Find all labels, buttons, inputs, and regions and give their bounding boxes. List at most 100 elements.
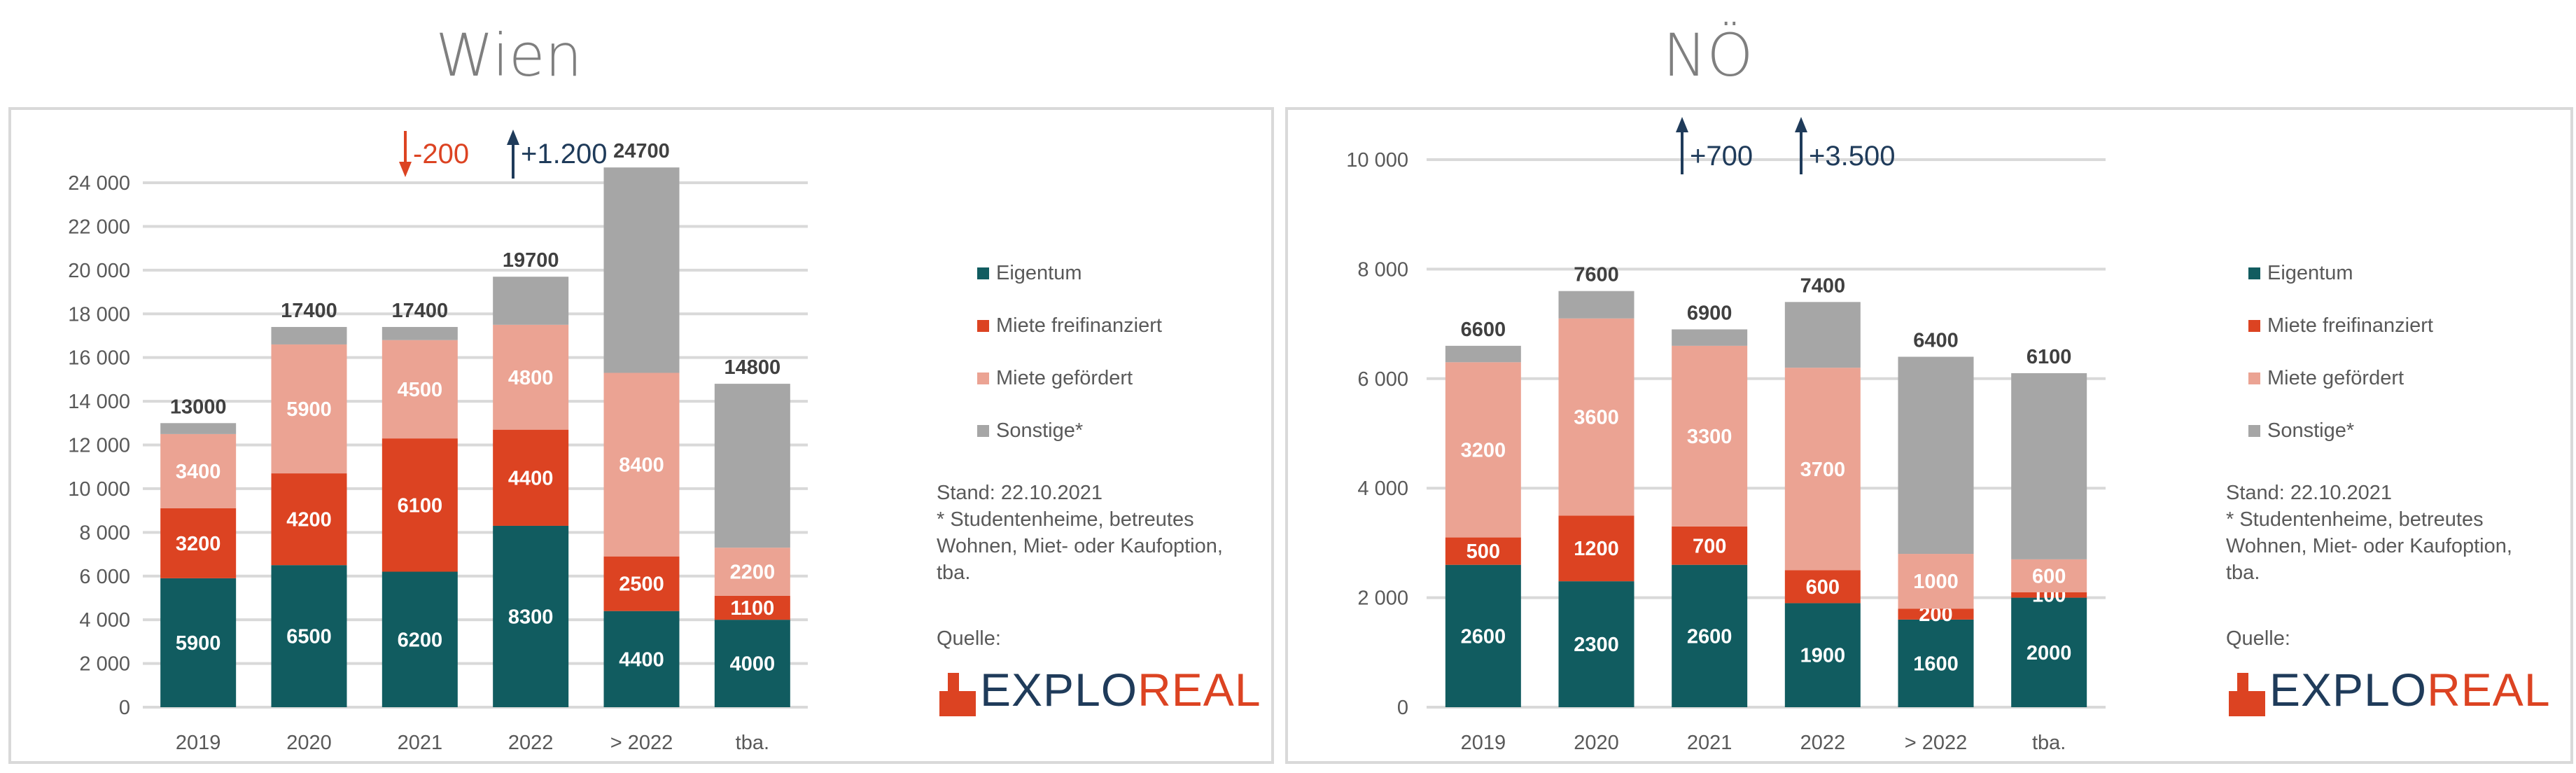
logo-text-1: EXPLO [980,664,1138,716]
data-label: 1900 [1800,645,1846,667]
bar-segment [1898,608,1974,620]
annotation-up: +700 [1674,117,1753,174]
bar-segment [493,429,569,526]
bar-segment [1784,570,1861,604]
data-label: 5900 [176,632,221,655]
bar-segment [1558,581,1634,707]
legend-label: Sonstige* [996,419,1084,442]
y-tick-label: 14 000 [68,391,130,413]
data-label: 600 [2032,565,2066,587]
data-label: 3400 [176,461,221,483]
total-label: 6100 [2026,346,2072,368]
bar-segment [1784,368,1861,571]
footnote: * Studentenheime, betreutes Wohnen, Miet… [2226,508,2512,584]
bar-segment [714,384,790,548]
y-tick-label: 2 000 [79,653,130,676]
bar-segment [382,326,458,340]
bar-segment [603,372,680,557]
bar-segment [1672,526,1748,565]
data-label: 3300 [1687,426,1732,448]
total-label: 7600 [1574,264,1619,286]
bar-segment [271,326,347,344]
data-label: 4000 [730,653,776,676]
chart-title-noe: NÖ [1662,21,1754,90]
bar-segment [2011,597,2087,707]
data-label: 3200 [1461,439,1506,461]
bar-segment [2011,592,2087,598]
data-label: 2000 [2026,642,2072,664]
total-label: 17400 [281,300,337,322]
bar-segment [382,438,458,572]
data-label: 1100 [730,597,774,620]
bar-segment [2011,559,2087,592]
annotation-text: +1.200 [521,138,608,169]
logo-text-1: EXPLO [2269,664,2428,716]
legend-label: Sonstige* [2267,419,2355,442]
bar-segment [1672,345,1748,527]
x-tick-label: 2019 [176,732,221,754]
bar-segment [271,473,347,566]
bar-segment [160,423,237,434]
bar-segment [2011,372,2087,559]
building-icon [2229,673,2265,716]
data-label: 4800 [508,367,554,389]
data-label: 2600 [1461,625,1506,648]
total-label: 6400 [1913,330,1959,352]
bar-segment [493,277,569,325]
bar-segment [714,620,790,707]
data-label: 6500 [286,626,332,648]
data-label: 2200 [730,562,776,584]
bar-segment [382,340,458,439]
bar-segment [1898,554,1974,609]
swatch [977,425,989,437]
total-label: 6600 [1461,319,1506,341]
legend-item: Miete gefördert [977,352,1162,405]
bar-segment [1445,537,1521,565]
y-tick-label: 12 000 [68,435,130,457]
y-tick-label: 22 000 [68,216,130,238]
data-label: 1600 [1913,653,1959,675]
bar-segment [1898,356,1974,555]
y-tick-label: 24 000 [68,172,130,195]
data-label: 6100 [398,494,443,517]
data-label: 4200 [286,509,332,531]
legend-item: Miete freifinanziert [2248,300,2433,352]
data-label: 2500 [619,573,664,596]
bar-segment [603,556,680,611]
total-label: 6900 [1687,302,1732,324]
y-tick-label: 6 000 [1357,368,1408,391]
y-tick-label: 18 000 [68,303,130,326]
data-label: 6200 [398,629,443,651]
swatch [2248,267,2260,279]
bar-segment [1445,345,1521,363]
legend-label: Miete gefördert [2267,367,2404,389]
swatch [977,372,989,384]
legend-label: Eigentum [2267,262,2353,284]
building-icon [939,673,976,716]
y-tick-label: 8 000 [79,522,130,544]
annotation-text: +3.500 [1809,140,1896,172]
bar-segment [160,508,237,578]
bar-segment [1445,564,1521,707]
chart-noe: 0 2 000 4 000 6 000 8 000 10 000 2600 500 3200 66… [1346,149,2106,754]
arrow-down-icon [399,131,412,177]
chart-wien: 0 2 000 4 000 6 000 8 000 10 000 12 000 14 000 1… [68,140,808,754]
legend-item: Miete gefördert [2248,352,2433,405]
annotation-text: -200 [413,138,470,169]
y-tick-label: 10 000 [68,478,130,501]
total-label: 7400 [1800,274,1846,297]
legend: Eigentum Miete freifinanziert Miete gefö… [977,247,1162,457]
logo-text-2: REAL [1138,664,1261,716]
annotation-down: -200 [398,131,469,177]
data-label: 3600 [1574,407,1619,429]
annotation-text: +700 [1690,140,1754,172]
x-tick-label: tba. [2032,732,2066,754]
explo-real-logo: EXPLO REAL [939,663,1261,716]
chart-title-wien: Wien [435,21,582,90]
bar-segment [603,611,680,707]
bar-segment [1558,515,1634,582]
bar-segment [1672,329,1748,346]
total-label: 13000 [170,396,227,418]
data-label: 4400 [619,648,664,671]
legend-label: Eigentum [996,262,1082,284]
